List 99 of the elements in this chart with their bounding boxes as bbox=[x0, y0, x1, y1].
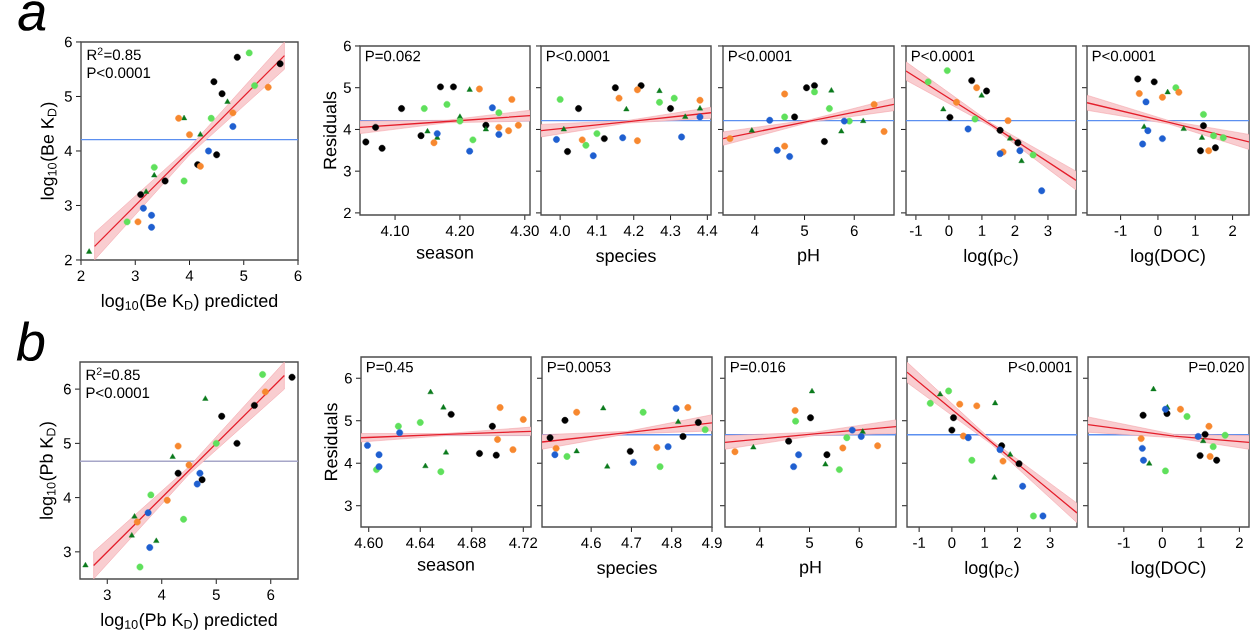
x-tick-label: 4.7 bbox=[621, 537, 642, 548]
y-tick-label: 6 bbox=[344, 372, 352, 384]
x-axis-title: log(p$_{C}$) bbox=[965, 560, 1019, 578]
annotation: P=0.016 bbox=[731, 361, 786, 373]
x-tick-label: 4 bbox=[157, 589, 166, 600]
annotation: P=0.062 bbox=[365, 50, 421, 62]
x-tick-label: 3 bbox=[1046, 537, 1054, 549]
y-tick-label: 4 bbox=[344, 458, 353, 469]
x-tick-label: 5 bbox=[805, 537, 814, 548]
annotation: R$^{2}$=0.85 bbox=[87, 47, 141, 61]
x-tick-label: 1 bbox=[981, 537, 989, 548]
annotation: R$^{2}$=0.85 bbox=[86, 367, 140, 381]
annotation: P=0.0053 bbox=[547, 361, 611, 373]
y-axis-title: log$_{10}$(Be K$_{D}$) bbox=[40, 102, 58, 200]
chart-title: a bbox=[18, 1, 46, 31]
annotation: P<0.0001 bbox=[546, 50, 610, 62]
x-tick-label: 4.8 bbox=[661, 537, 682, 549]
x-tick-label: 0 bbox=[1158, 537, 1166, 549]
y-tick-label: 5 bbox=[63, 438, 71, 449]
y-tick-label: 3 bbox=[64, 200, 72, 211]
x-axis-title: species bbox=[596, 248, 656, 266]
x-tick-label: -1 bbox=[1114, 225, 1127, 236]
x-tick-label: -1 bbox=[909, 225, 922, 236]
x-axis-title: pH bbox=[800, 560, 821, 577]
y-tick-label: 5 bbox=[343, 82, 351, 93]
x-axis-title: log(p$_{C}$) bbox=[964, 248, 1018, 266]
x-axis-title: log(DOC) bbox=[1131, 248, 1205, 266]
annotation: P=0.020 bbox=[1189, 361, 1244, 373]
x-tick-label: 5 bbox=[212, 589, 220, 600]
x-tick-label: 4.20 bbox=[445, 225, 474, 237]
x-tick-label: 2 bbox=[1011, 225, 1019, 236]
x-tick-label: 3 bbox=[103, 589, 111, 601]
x-tick-label: 4.60 bbox=[354, 537, 383, 549]
annotation: P<0.0001 bbox=[87, 67, 151, 79]
x-tick-label: 1 bbox=[978, 225, 986, 236]
x-tick-label: 4.6 bbox=[581, 537, 601, 549]
annotation: P<0.0001 bbox=[1009, 361, 1072, 373]
x-tick-label: 6 bbox=[267, 589, 275, 601]
annotation: P<0.0001 bbox=[86, 387, 150, 399]
x-axis-title: log$_{10}$(Be K$_{D}$) predicted bbox=[101, 293, 278, 311]
x-tick-label: 4.3 bbox=[660, 225, 681, 237]
annotation: P<0.0001 bbox=[1092, 50, 1156, 62]
chart-title: b bbox=[16, 321, 45, 362]
x-tick-label: 4.4 bbox=[697, 225, 718, 236]
x-tick-label: 2 bbox=[1235, 537, 1243, 548]
y-tick-label: 6 bbox=[63, 383, 71, 395]
y-tick-label: 4 bbox=[64, 145, 73, 157]
x-tick-label: 4.10 bbox=[380, 225, 409, 237]
x-tick-label: 6 bbox=[850, 225, 858, 237]
y-tick-label: 3 bbox=[344, 500, 352, 512]
x-tick-label: 4.64 bbox=[406, 537, 435, 549]
y-tick-label: 6 bbox=[64, 36, 72, 48]
x-tick-label: 5 bbox=[800, 225, 809, 236]
x-tick-label: 4 bbox=[185, 270, 194, 281]
x-tick-label: 4 bbox=[751, 225, 759, 236]
x-tick-label: 1 bbox=[1192, 225, 1199, 236]
x-tick-label: -1 bbox=[1117, 537, 1130, 548]
x-tick-label: 4.30 bbox=[510, 225, 539, 237]
annotation: P=0.45 bbox=[366, 361, 413, 373]
y-tick-label: 3 bbox=[343, 165, 351, 177]
x-axis-title: season bbox=[417, 560, 474, 571]
y-tick-label: 5 bbox=[344, 415, 352, 426]
x-tick-label: 4.1 bbox=[586, 225, 607, 236]
x-axis-title: pH bbox=[798, 248, 819, 265]
annotation: P<0.0001 bbox=[729, 50, 792, 62]
x-tick-label: 2 bbox=[1013, 537, 1021, 548]
x-tick-label: 4.9 bbox=[701, 537, 722, 549]
x-tick-label: 4.72 bbox=[509, 537, 538, 548]
y-axis-title: log$_{10}$(Pb K$_{D}$) bbox=[39, 422, 57, 519]
y-tick-label: 3 bbox=[63, 546, 71, 558]
x-tick-label: 5 bbox=[240, 270, 248, 281]
annotation: P<0.0001 bbox=[911, 50, 975, 62]
x-tick-label: 3 bbox=[1044, 225, 1052, 237]
x-tick-label: -1 bbox=[913, 537, 926, 548]
x-axis-title: log(DOC) bbox=[1131, 560, 1206, 578]
x-tick-label: 2 bbox=[77, 270, 85, 281]
y-tick-label: 4 bbox=[343, 124, 352, 135]
y-axis-title: Residuals bbox=[324, 403, 338, 480]
y-tick-label: 6 bbox=[343, 40, 351, 52]
y-tick-label: 4 bbox=[63, 492, 72, 503]
x-tick-label: 2 bbox=[1229, 225, 1236, 236]
x-tick-label: 4 bbox=[756, 537, 764, 548]
x-axis-title: species bbox=[597, 560, 657, 578]
y-tick-label: 5 bbox=[64, 91, 72, 102]
x-tick-label: 0 bbox=[945, 225, 953, 237]
x-tick-label: 3 bbox=[131, 270, 139, 282]
x-tick-label: 4.2 bbox=[623, 225, 644, 236]
x-tick-label: 4.0 bbox=[550, 225, 570, 237]
x-axis-title: season bbox=[416, 248, 473, 259]
x-tick-label: 6 bbox=[855, 537, 863, 549]
y-tick-label: 2 bbox=[343, 207, 351, 219]
y-axis-title: Residuals bbox=[323, 91, 337, 169]
x-tick-label: 0 bbox=[1154, 225, 1162, 237]
x-tick-label: 4.68 bbox=[457, 537, 486, 549]
x-tick-label: 0 bbox=[948, 537, 956, 549]
y-tick-label: 2 bbox=[64, 254, 72, 266]
x-tick-label: 6 bbox=[294, 270, 302, 282]
x-tick-label: 1 bbox=[1197, 537, 1205, 548]
x-axis-title: log$_{10}$(Pb K$_{D}$) predicted bbox=[101, 612, 277, 630]
